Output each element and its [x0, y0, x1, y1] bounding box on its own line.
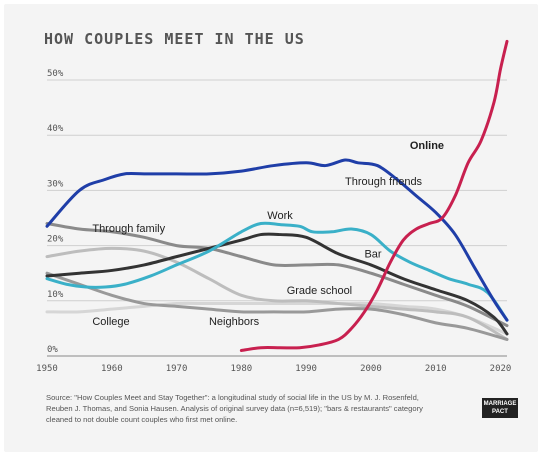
series-line-work [45, 221, 509, 322]
series-line-through-friends [45, 158, 509, 322]
x-tick-label: 1980 [231, 364, 253, 374]
series-label-through-friends: Through friends [345, 176, 423, 188]
series-label-work: Work [267, 210, 293, 222]
series-line-through-family [45, 222, 509, 328]
series-line-college [45, 301, 509, 336]
x-tick-label: 1960 [101, 364, 123, 374]
x-tick-label: 1950 [36, 364, 58, 374]
y-tick-label: 20% [47, 235, 64, 245]
series-label-online: Online [410, 140, 444, 152]
x-tick-label: 2000 [360, 364, 382, 374]
y-tick-label: 0% [47, 345, 58, 355]
series-label-college: College [92, 316, 129, 328]
series-line-neighbors [45, 271, 509, 341]
series-line-grade-school [45, 246, 509, 341]
series-label-bar: Bar [364, 249, 381, 261]
x-tick-label: 1970 [166, 364, 188, 374]
series-label-through-family: Through family [92, 223, 165, 235]
y-tick-label: 10% [47, 290, 64, 300]
series-label-grade-school: Grade school [287, 285, 352, 297]
x-tick-label: 2020 [490, 364, 512, 374]
y-tick-label: 40% [47, 124, 64, 134]
chart-title: HOW COUPLES MEET IN THE US [44, 30, 305, 48]
y-tick-label: 50% [47, 69, 64, 79]
series-label-neighbors: Neighbors [209, 316, 260, 328]
series-line-bar [45, 232, 509, 336]
source-note: Source: "How Couples Meet and Stay Toget… [46, 393, 423, 424]
marriage-pact-logo: MARRIAGE PACT [482, 398, 518, 418]
x-tick-label: 1990 [295, 364, 317, 374]
x-tick-label: 2010 [425, 364, 447, 374]
y-tick-label: 30% [47, 179, 64, 189]
series-line-online [239, 39, 509, 352]
